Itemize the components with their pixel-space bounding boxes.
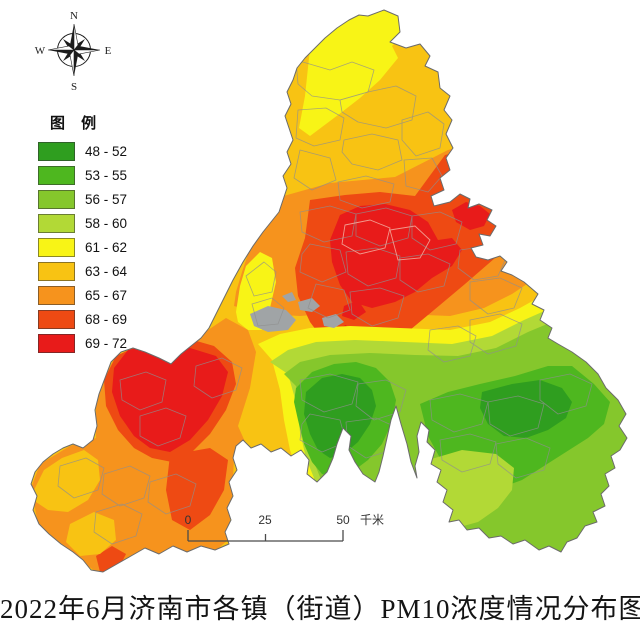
legend-color-swatch (38, 286, 75, 305)
legend-item: 63 - 64 (38, 262, 127, 281)
legend-range-label: 65 - 67 (85, 288, 128, 303)
legend-color-swatch (38, 142, 75, 161)
map-title: 2022年6月济南市各镇（街道）PM10浓度情况分布图 (0, 594, 640, 624)
scale-bar-labels: 0 25 50 千米 (185, 513, 384, 527)
scale-unit-label: 千米 (360, 513, 384, 527)
legend-range-label: 68 - 69 (85, 312, 128, 327)
compass-north-label: N (70, 10, 78, 22)
legend-range-label: 61 - 62 (85, 240, 128, 255)
legend-color-swatch (38, 310, 75, 329)
legend-range-label: 58 - 60 (85, 216, 128, 231)
legend-item: 48 - 52 (38, 142, 127, 161)
legend-item: 56 - 57 (38, 190, 127, 209)
scale-zero-label: 0 (185, 513, 192, 527)
compass-rose: N E S W (35, 10, 112, 93)
legend-title: 图 例 (50, 115, 103, 132)
city-boundary-outline (30, 9, 628, 573)
district-boundaries-red-zone (341, 219, 431, 261)
legend-range-label: 69 - 72 (85, 336, 128, 351)
legend-item: 53 - 55 (38, 166, 127, 185)
map-legend: 图 例 48 - 52 53 - 55 56 - 57 58 - 60 61 -… (38, 112, 127, 353)
scale-bar (187, 530, 344, 542)
compass-cardinal-points (47, 23, 101, 77)
legend-range-label: 53 - 55 (85, 168, 128, 183)
district-boundaries (57, 59, 593, 545)
legend-color-swatch (38, 238, 75, 257)
legend-color-swatch (38, 262, 75, 281)
legend-color-swatch (38, 166, 75, 185)
legend-range-label: 63 - 64 (85, 264, 128, 279)
legend-rows: 48 - 52 53 - 55 56 - 57 58 - 60 61 - 62 … (38, 142, 127, 353)
legend-item: 65 - 67 (38, 286, 127, 305)
legend-item: 69 - 72 (38, 334, 127, 353)
legend-color-swatch (38, 190, 75, 209)
legend-item: 61 - 62 (38, 238, 127, 257)
compass-west-label: W (35, 45, 46, 57)
legend-item: 68 - 69 (38, 310, 127, 329)
legend-item: 58 - 60 (38, 214, 127, 233)
legend-color-swatch (38, 214, 75, 233)
compass-diagonal-points (63, 39, 85, 61)
legend-range-label: 48 - 52 (85, 144, 128, 159)
compass-south-label: S (71, 81, 77, 93)
legend-range-label: 56 - 57 (85, 192, 128, 207)
compass-east-label: E (105, 45, 112, 57)
legend-color-swatch (38, 334, 75, 353)
scale-mid-label: 25 (258, 513, 272, 527)
scale-max-label: 50 (336, 513, 350, 527)
